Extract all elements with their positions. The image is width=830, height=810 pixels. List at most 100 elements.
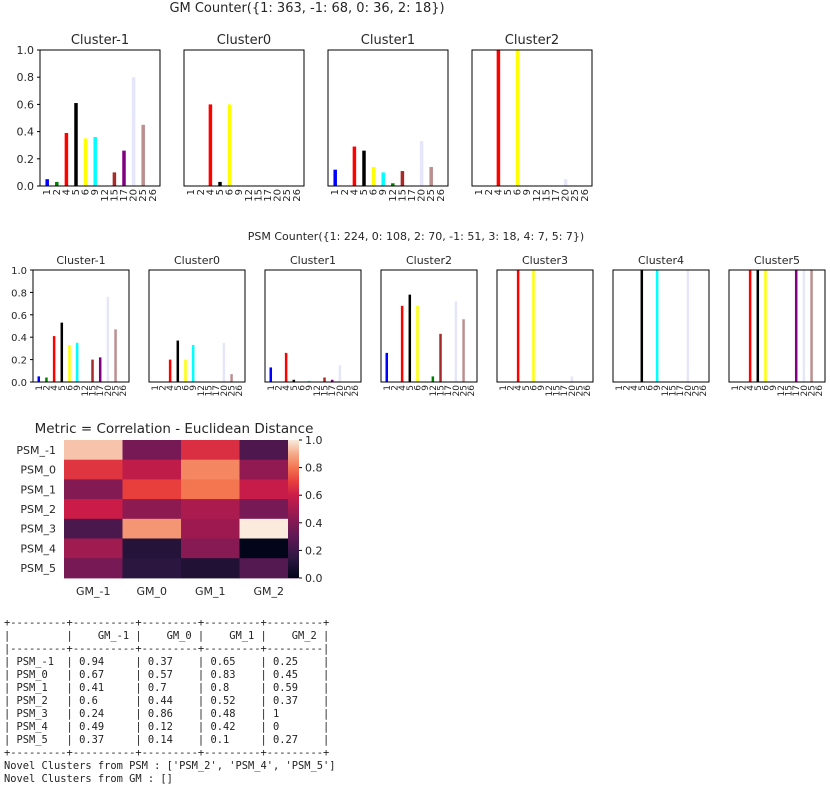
- psm-xtick-label: 26: [583, 385, 593, 397]
- heatmap-cell: [181, 558, 240, 579]
- gm-xtick-label: 4: [205, 189, 216, 195]
- psm-bar: [802, 270, 806, 382]
- heatmap-cell: [122, 518, 182, 539]
- psm-panel-title: Cluster4: [638, 254, 684, 267]
- psm-bar: [284, 352, 288, 382]
- gm-bar: [362, 150, 366, 186]
- psm-xtick-label: 2: [274, 385, 284, 391]
- gm-bar: [45, 179, 49, 186]
- psm-xtick-label: 9: [189, 385, 199, 391]
- psm-xtick-label: 5: [754, 385, 764, 391]
- gm-xtick-label: 15: [109, 189, 120, 202]
- psm-bar: [307, 380, 311, 382]
- psm-xtick-label: 20: [336, 385, 346, 397]
- psm-xtick-label: 12: [313, 385, 323, 396]
- psm-bar: [570, 376, 574, 382]
- gm-xtick-label: 9: [234, 189, 245, 195]
- gm-xtick-label: 26: [436, 189, 447, 202]
- gm-xtick-label: 1: [330, 189, 341, 195]
- psm-xtick-label: 12: [429, 385, 439, 396]
- gm-xtick-label: 12: [532, 189, 543, 202]
- psm-xtick-label: 6: [297, 385, 307, 391]
- heatmap-cell: [64, 538, 123, 559]
- colorbar-tick-label: 0.6: [305, 489, 323, 502]
- gm-bar: [515, 50, 520, 186]
- psm-xtick-label: 26: [815, 385, 825, 397]
- psm-bar: [60, 322, 64, 382]
- psm-panel-frame: [496, 269, 594, 383]
- heatmap-cell: [239, 538, 299, 559]
- gm-xtick-label: 9: [90, 189, 101, 195]
- psm-bar: [222, 342, 226, 382]
- heatmap-row-label: PSM_2: [20, 503, 56, 516]
- gm-bar: [141, 124, 145, 186]
- gm-bar: [371, 166, 376, 186]
- gm-bar: [352, 146, 357, 186]
- gm-ytick-label: 1.0: [17, 44, 35, 57]
- psm-xtick-label: 6: [413, 385, 423, 391]
- psm-ytick-label: 0.8: [11, 288, 27, 299]
- psm-xtick-label: 26: [699, 385, 709, 397]
- psm-xtick-label: 5: [638, 385, 648, 391]
- psm-bar: [400, 305, 404, 382]
- psm-xtick-label: 6: [181, 385, 191, 391]
- psm-xtick-label: 5: [290, 385, 300, 391]
- gm-xtick-label: 2: [340, 189, 351, 195]
- psm-xtick-label: 6: [761, 385, 771, 391]
- psm-xtick-label: 5: [58, 385, 68, 391]
- psm-panel-title: Cluster2: [406, 254, 452, 267]
- psm-xtick-label: 1: [151, 385, 161, 391]
- psm-xtick-label: 9: [73, 385, 83, 391]
- gm-xtick-label: 4: [349, 189, 360, 195]
- psm-bar: [52, 336, 56, 382]
- gm-xtick-label: 6: [81, 189, 92, 195]
- gm-bar: [218, 181, 222, 186]
- psm-bar: [37, 376, 41, 382]
- psm-ytick-label: 1.0: [11, 266, 27, 277]
- gm-xtick-label: 6: [225, 189, 236, 195]
- heatmap-cell: [64, 459, 123, 480]
- gm-bar: [131, 77, 136, 186]
- psm-xtick-label: 2: [738, 385, 748, 391]
- gm-xtick-label: 2: [52, 189, 63, 195]
- gm-xtick-label: 5: [503, 189, 514, 195]
- psm-bar: [91, 359, 94, 382]
- gm-xtick-label: 20: [417, 189, 428, 202]
- heatmap-cell: [181, 518, 240, 539]
- gm-xtick-label: 15: [541, 189, 552, 202]
- heatmap-cell: [64, 479, 123, 500]
- heatmap-cell: [122, 440, 182, 461]
- psm-xtick-label: 1: [35, 385, 45, 391]
- gm-panel-frame: [183, 49, 305, 187]
- psm-xtick-label: 1: [731, 385, 741, 391]
- psm-xtick-label: 25: [344, 385, 354, 396]
- psm-xtick-label: 5: [522, 385, 532, 391]
- psm-xtick-label: 20: [452, 385, 462, 397]
- psm-panel-frame: [264, 269, 362, 383]
- colorbar-tick-label: 0.4: [305, 517, 323, 530]
- gm-xtick-label: 17: [407, 189, 418, 202]
- psm-panel-frame: [380, 269, 478, 383]
- figure-canvas: GM Counter({1: 363, -1: 68, 0: 36, 2: 18…: [11, 1, 826, 598]
- psm-xtick-label: 20: [220, 385, 230, 397]
- psm-bar: [764, 270, 767, 382]
- psm-panel-title: Cluster5: [754, 254, 800, 267]
- gm-xtick-label: 25: [282, 189, 293, 202]
- gm-bar: [429, 166, 433, 186]
- psm-bar: [98, 357, 102, 382]
- psm-xtick-label: 15: [669, 385, 679, 396]
- psm-xtick-label: 2: [42, 385, 52, 391]
- psm-xtick-label: 25: [460, 385, 470, 396]
- gm-ytick-label: 0.8: [17, 71, 35, 84]
- psm-counter-title: PSM Counter({1: 224, 0: 108, 2: 70, -1: …: [248, 230, 584, 243]
- psm-bar: [106, 296, 110, 382]
- psm-xtick-label: 25: [112, 385, 122, 396]
- gm-xtick-label: 25: [426, 189, 437, 202]
- heatmap-col-label: GM_1: [195, 585, 226, 598]
- gm-bar: [496, 50, 501, 186]
- psm-xtick-label: 4: [282, 385, 292, 391]
